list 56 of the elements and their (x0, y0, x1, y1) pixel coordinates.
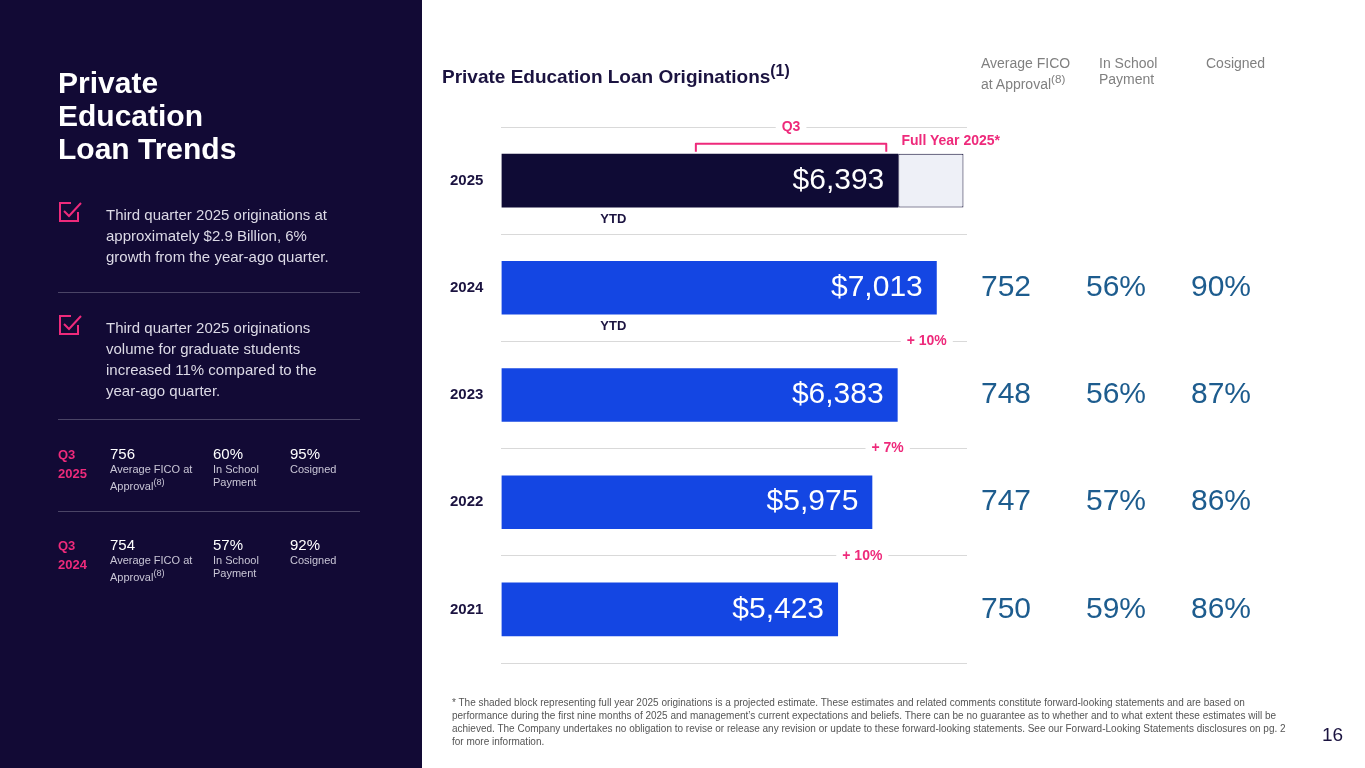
text: Third quarter 2025 originations at approximately $2.9 Billion, 6% growth from the year-ago quarter. (106, 205, 330, 267)
text: 57% (1086, 483, 1147, 517)
text: Third quarter 2025 originations volume for graduate students increased 11% compared to the year-ago quarter. (106, 318, 318, 401)
text: 56% (1086, 376, 1147, 410)
data-label: $6,383 (791, 376, 884, 410)
text: 92% (290, 536, 322, 554)
chart-title: Private Education Loan Originations$^{(1)}$ (442, 62, 790, 89)
text: 59% (1086, 590, 1147, 624)
y-tick-label: 2025 (449, 170, 484, 188)
text: * The shaded block representing full year 2025 originations is a projected estimate. These estimates and related comments constitute forward-looking statements and are based on performance during the first nine months of 2025 and management’s current expectations and beliefs. There can be no guarantee as to whether and to what extent these estimates will be achieved. The Company undertakes no obligation to revise or release any revision or update to these forward-looking statements. See our Forward-Looking Statements disclosures on pg. 2 for more information. (452, 696, 1287, 748)
data-label: $5,423 (732, 590, 825, 624)
text: 56% (1086, 269, 1147, 303)
text: Cosigned (290, 463, 338, 476)
y-tick-label: 2023 (449, 385, 484, 403)
data-label: $7,013 (831, 269, 923, 303)
annotation: YTD (600, 210, 627, 226)
text: 756 (110, 445, 137, 463)
text: Q3 2025 (58, 446, 88, 483)
annotation: YTD (600, 318, 627, 334)
annotation: Q3 (781, 117, 801, 134)
text: 752 (981, 269, 1032, 303)
text: In School Payment (213, 463, 260, 489)
y-tick-label: 2024 (449, 277, 485, 295)
text: Average FICO at Approval$^{(8)}$ (110, 554, 194, 584)
text: 747 (981, 483, 1032, 517)
y-tick-label: 2022 (449, 492, 484, 510)
text: 86% (1191, 483, 1252, 517)
text: 90% (1191, 269, 1252, 303)
text: Cosigned (290, 554, 338, 567)
text: Private Education Loan Trends (58, 66, 238, 165)
bar (501, 368, 898, 422)
text: Average FICO at Approval$^{(8)}$ (110, 463, 194, 493)
text: 750 (981, 590, 1032, 624)
annotation: + 7% (871, 439, 905, 456)
text: 754 (110, 536, 137, 554)
data-label: $6,393 (792, 161, 885, 195)
text: Q3 2024 (58, 537, 88, 574)
bar (501, 261, 937, 315)
text: In School Payment (213, 554, 260, 580)
y-tick-label: 2021 (449, 599, 484, 617)
annotation: Full Year 2025* (901, 131, 1001, 148)
text: 87% (1191, 376, 1252, 410)
annotation: + 10% (842, 546, 883, 563)
text: 60% (213, 445, 245, 463)
text: 86% (1191, 590, 1252, 624)
text: 16 (1322, 724, 1344, 746)
bar (501, 582, 839, 637)
text: Average FICO at Approval$^{(8)}$ (981, 55, 1072, 92)
text: 748 (981, 376, 1032, 410)
text: 57% (213, 536, 245, 554)
text: In School Payment (1099, 55, 1159, 87)
annotation: + 10% (906, 332, 948, 349)
data-label: $5,975 (766, 483, 859, 517)
bar (501, 475, 873, 529)
text: 95% (290, 445, 322, 463)
text: Cosigned (1206, 55, 1267, 71)
